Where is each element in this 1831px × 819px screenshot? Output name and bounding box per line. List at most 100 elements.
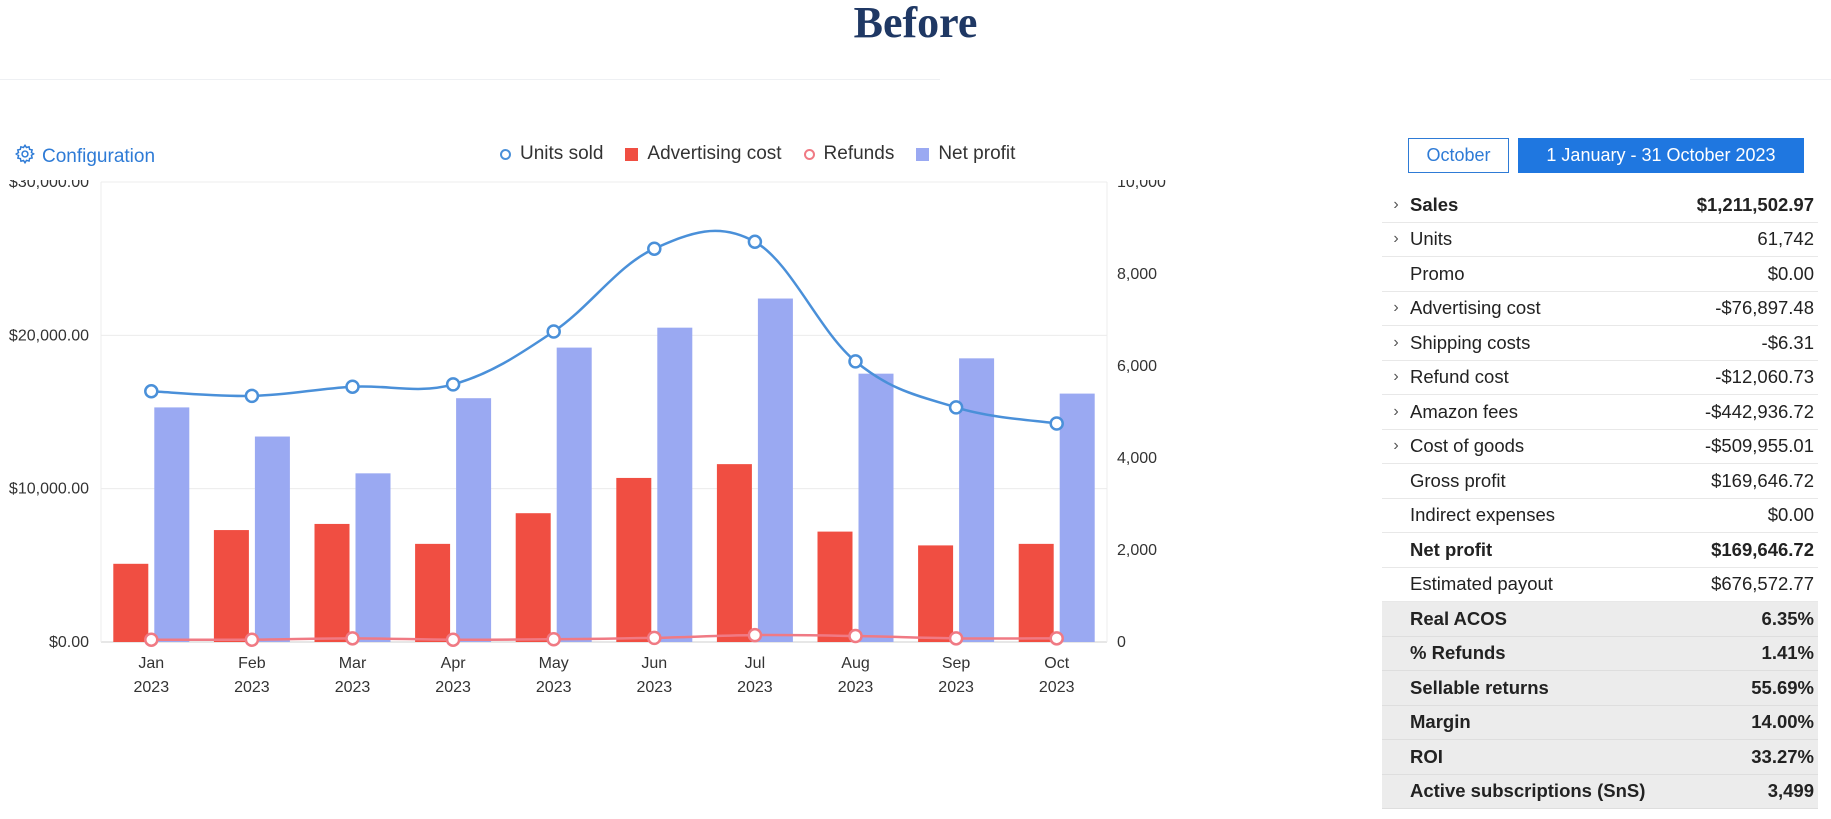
point-units-sold [747,234,763,250]
point-refunds [848,628,863,644]
point-refunds [445,632,461,647]
divider [0,79,940,80]
bar-net-profit [757,298,793,642]
left-axis-tick: $20,000.00 [9,327,89,344]
x-axis-year: 2023 [637,679,673,696]
stats-row[interactable]: › Refund cost -$12,060.73 [1382,361,1818,395]
stats-row: Sellable returns 55.69% [1382,671,1818,706]
stats-row: Promo $0.00 [1382,257,1818,292]
legend-item-advertising-cost[interactable]: Advertising cost [625,143,782,165]
stats-label: Shipping costs [1410,331,1531,353]
stats-label: Estimated payout [1410,573,1553,595]
left-axis-tick: $30,000.00 [9,180,89,191]
legend-swatch [500,148,511,160]
point-units-sold [948,400,964,415]
combo-chart: $0.00 $10,000.00 $20,000.00 $30,000.00 0 2,00… [9,180,1166,696]
stats-label: Units [1410,228,1453,250]
stats-row[interactable]: › Advertising cost -$76,897.48 [1382,292,1818,326]
x-axis-year: 2023 [938,679,974,696]
x-axis-tick: Jan [138,655,164,672]
stats-row: % Refunds 1.41% [1382,636,1818,671]
legend-item-refunds[interactable]: Refunds [803,143,895,165]
x-axis-year: 2023 [536,679,572,696]
legend-label: Net profit [938,143,1016,164]
gear-icon [14,143,36,171]
date-range-button[interactable]: 1 January - 31 October 2023 [1518,138,1804,173]
stats-row: Net profit $169,646.72 [1382,533,1818,568]
point-units-sold [144,384,159,399]
stats-row: Estimated payout $676,572.77 [1382,568,1818,602]
stats-label: Refund cost [1410,366,1509,388]
stats-row[interactable]: › Shipping costs -$6.31 [1382,326,1818,361]
chevron-right-icon: › [1393,333,1399,351]
chevron-right-icon: › [1393,195,1399,213]
x-axis-year: 2023 [234,679,270,696]
bar-advertising-cost [616,477,652,642]
point-refunds [345,631,360,646]
stats-value: $1,211,502.97 [1696,193,1814,215]
right-axis-tick: 6,000 [1117,358,1157,375]
bar-advertising-cost [314,523,350,642]
right-axis-tick: 0 [1117,634,1126,651]
stats-row[interactable]: › Amazon fees -$442,936.72 [1382,395,1818,430]
month-button[interactable]: October [1408,138,1509,173]
point-units-sold [445,377,461,392]
right-axis-tick: 2,000 [1117,542,1157,559]
chevron-right-icon: › [1393,437,1399,455]
chevron-right-icon: › [1393,402,1399,420]
x-axis-tick: Apr [441,655,467,672]
stats-row[interactable]: › Units 61,742 [1382,223,1818,257]
x-axis-tick: Jul [745,655,765,672]
legend-label: Units sold [520,143,604,164]
bar-net-profit [456,398,492,642]
stats-row: Indirect expenses $0.00 [1382,499,1818,533]
point-units-sold [848,354,863,369]
x-axis-year: 2023 [335,679,371,696]
stats-value: $0.00 [1767,262,1814,284]
stats-value: $169,646.72 [1711,538,1814,560]
legend-item-net-profit[interactable]: Net profit [916,143,1015,165]
x-axis-tick: Jun [641,655,667,672]
left-axis-tick: $10,000.00 [9,481,89,498]
x-axis-tick: Feb [238,655,266,672]
stats-label: Advertising cost [1410,297,1541,319]
stats-value: 55.69% [1751,676,1814,698]
stats-value: -$442,936.72 [1704,400,1814,422]
x-axis-year: 2023 [737,679,773,696]
legend-item-units-sold[interactable]: Units sold [500,143,603,165]
stats-value: -$509,955.01 [1704,435,1814,457]
stats-value: 1.41% [1761,642,1814,664]
x-axis-year: 2023 [1039,679,1075,696]
legend-label: Refunds [823,143,895,164]
line-refunds [151,633,1057,642]
configuration-label: Configuration [42,146,156,167]
stats-label: ROI [1410,745,1443,767]
bar-advertising-cost [515,513,551,642]
stats-value: 3,499 [1767,780,1814,802]
right-axis-tick: 4,000 [1117,450,1157,467]
stats-row[interactable]: › Cost of goods -$509,955.01 [1382,430,1818,464]
point-units-sold [345,379,360,394]
point-refunds [647,630,662,646]
stats-value: 33.27% [1751,745,1814,767]
stats-row: ROI 33.27% [1382,740,1818,775]
bar-net-profit [959,358,995,642]
chevron-right-icon: › [1393,299,1399,317]
stats-label: Margin [1410,711,1471,733]
stats-value: -$12,060.73 [1715,366,1814,388]
bar-advertising-cost [213,530,249,642]
stats-row: Gross profit $169,646.72 [1382,464,1818,499]
point-units-sold [546,324,561,339]
configuration-link[interactable]: Configuration [14,143,155,171]
point-refunds [1049,631,1064,646]
stats-row: Real ACOS 6.35% [1382,602,1818,637]
x-axis-tick: Aug [841,655,869,672]
bar-advertising-cost [1018,543,1054,642]
point-refunds [948,631,964,646]
bar-advertising-cost [716,464,752,642]
stats-value: 6.35% [1761,607,1814,629]
stats-value: $676,572.77 [1711,573,1814,595]
stats-row[interactable]: › Sales $1,211,502.97 [1382,188,1818,223]
stats-label: Net profit [1410,538,1493,560]
legend-swatch [916,147,930,161]
